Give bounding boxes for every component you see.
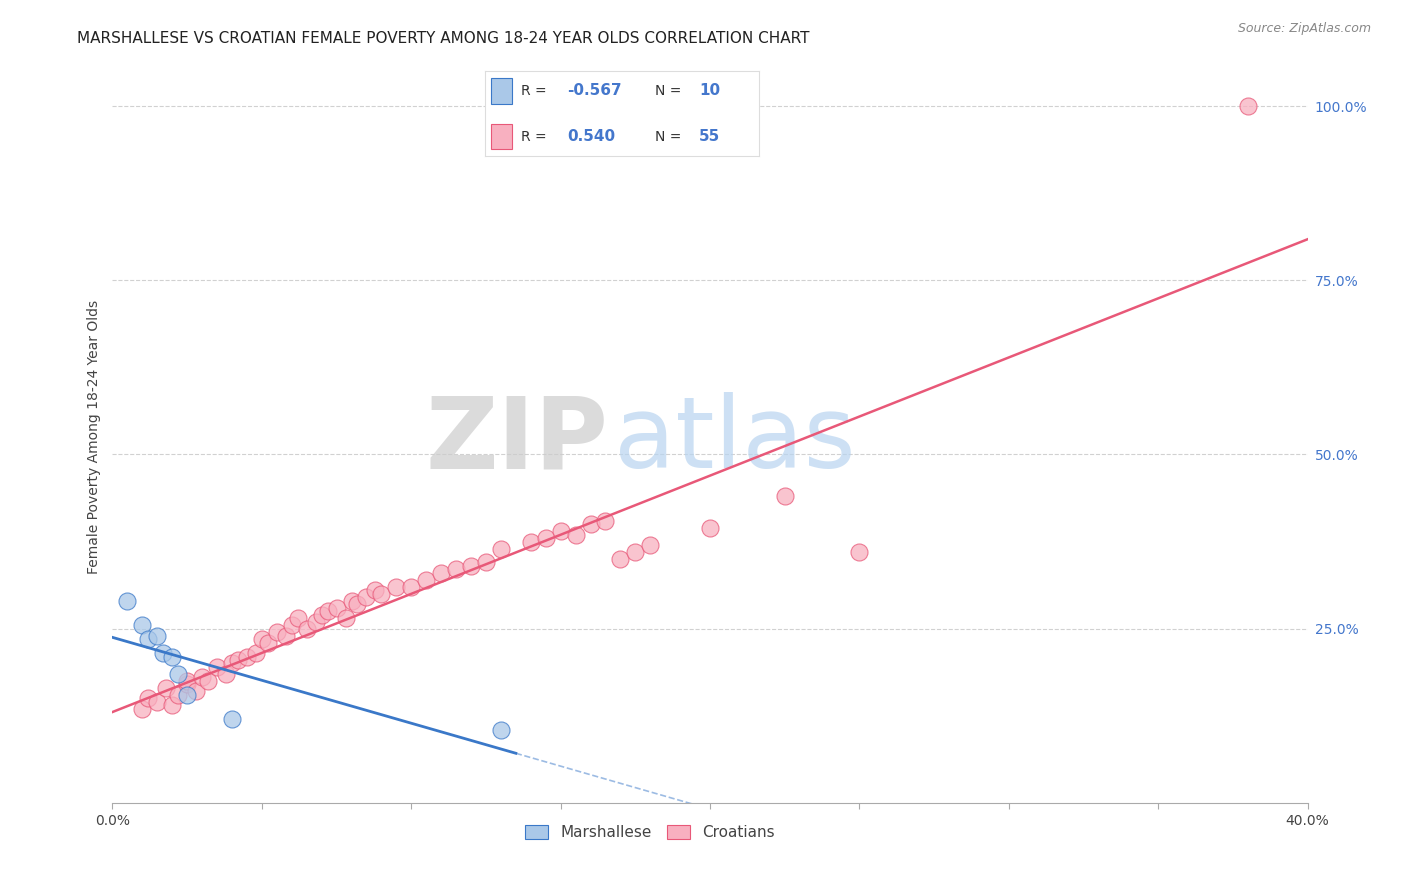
Point [415,573,437,587]
Text: ZIP: ZIP [426,392,609,489]
Point [520,534,543,549]
Text: -0.567: -0.567 [567,83,621,98]
Point [117,594,139,608]
Point [281,618,304,632]
Text: 10: 10 [699,83,720,98]
Point [335,611,357,625]
Point [167,667,190,681]
Point [138,691,160,706]
Point [155,681,177,695]
Point [138,632,160,646]
Point [257,635,280,649]
Point [221,657,243,671]
Text: MARSHALLESE VS CROATIAN FEMALE POVERTY AMONG 18-24 YEAR OLDS CORRELATION CHART: MARSHALLESE VS CROATIAN FEMALE POVERTY A… [77,31,810,46]
Point [221,712,243,726]
Point [773,489,796,503]
Point [550,524,572,538]
Point [146,629,169,643]
Point [215,667,238,681]
Point [197,673,219,688]
Point [274,629,297,643]
Point [564,527,586,541]
Point [340,594,363,608]
Point [236,649,259,664]
Point [176,677,198,691]
Point [131,702,153,716]
Point [316,604,339,618]
Text: R =: R = [520,84,547,98]
Text: Source: ZipAtlas.com: Source: ZipAtlas.com [1237,22,1371,36]
Point [245,646,267,660]
Point [595,514,617,528]
Point [176,688,198,702]
Point [176,673,198,688]
Text: N =: N = [655,129,682,144]
Point [287,611,309,625]
Point [370,587,392,601]
Point [226,653,249,667]
Point [430,566,453,580]
Y-axis label: Female Poverty Among 18-24 Year Olds: Female Poverty Among 18-24 Year Olds [87,300,101,574]
Point [162,698,183,713]
Bar [491,124,512,149]
Point [131,618,153,632]
Point [640,538,662,552]
Point [489,541,512,556]
Text: 55: 55 [699,129,720,145]
Point [186,684,208,698]
Point [385,580,408,594]
Point [167,688,190,702]
Bar [491,78,512,103]
Point [356,591,378,605]
Point [460,558,482,573]
Text: R =: R = [520,129,547,144]
Text: atlas: atlas [614,392,856,489]
Point [579,517,602,532]
Point [609,552,631,566]
Point [152,646,174,660]
Legend: Marshallese, Croatians: Marshallese, Croatians [519,819,782,847]
Point [699,521,721,535]
Text: N =: N = [655,84,682,98]
Point [346,597,368,611]
Point [444,562,467,576]
Point [475,556,498,570]
Point [848,545,870,559]
Text: 0.540: 0.540 [567,129,616,145]
Point [325,600,347,615]
Point [364,583,387,598]
Point [305,615,328,629]
Point [205,660,228,674]
Point [266,625,288,640]
Point [295,622,318,636]
Point [401,580,423,594]
Point [191,670,214,684]
Point [311,607,333,622]
Point [146,695,169,709]
Point [534,531,557,545]
Point [1237,99,1260,113]
Point [162,649,183,664]
Point [624,545,647,559]
Point [250,632,273,646]
Point [489,723,512,737]
